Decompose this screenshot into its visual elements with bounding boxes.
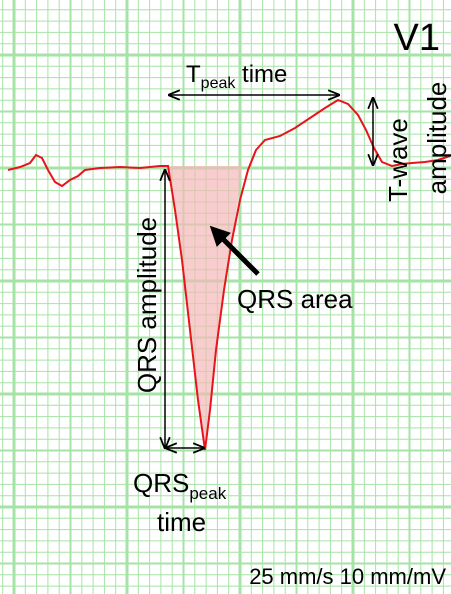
- label-rest: time: [235, 61, 287, 88]
- label-main: T: [186, 61, 201, 88]
- qrs-amplitude-label: QRS amplitude: [132, 217, 162, 393]
- t-peak-time-label: Tpeak time: [186, 61, 287, 92]
- qrs-area-label: QRS area: [237, 284, 353, 314]
- calibration-label: 25 mm/s 10 mm/mV: [249, 564, 446, 589]
- qrs-area-shading: [168, 166, 242, 450]
- t-wave-label: amplitude: [422, 82, 451, 195]
- lead-label: V1: [394, 17, 440, 59]
- label-main: QRS: [133, 468, 189, 498]
- qrs-peak-time-label: time: [157, 507, 206, 537]
- label-sub: peak: [189, 484, 226, 503]
- label-sub: peak: [201, 75, 237, 92]
- qrs-area-arrow: [209, 225, 260, 276]
- qrs-peak-time-label: QRSpeak: [133, 468, 227, 503]
- t-wave-label: T-wave: [383, 118, 413, 202]
